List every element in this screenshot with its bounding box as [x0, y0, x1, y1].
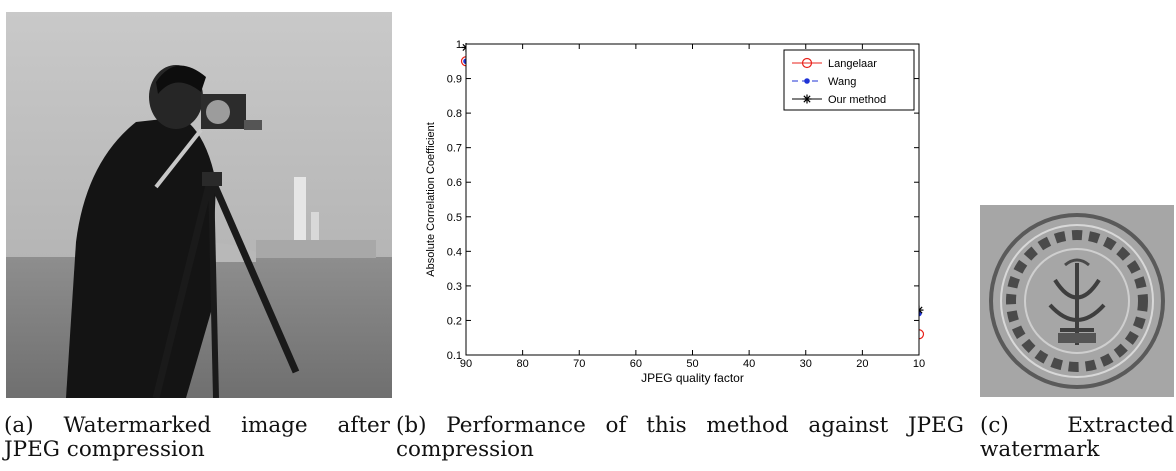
y-tick-label: 0.2 — [447, 315, 462, 327]
x-tick-label: 30 — [800, 358, 812, 370]
x-tick-label: 90 — [460, 358, 472, 370]
caption-c: (c) Extracted watermark — [980, 414, 1174, 462]
caption-b-line-2: compression — [396, 437, 534, 462]
y-axis-label: Absolute Correlation Coefficient — [425, 122, 437, 277]
y-tick-label: 0.4 — [447, 246, 462, 258]
caption-a-line-1: (a) Watermarked image after — [4, 413, 390, 438]
axes: 0.1 0.2 0.3 0.4 0.5 0.6 0.7 0.8 0.9 1 90 80 70 60 50 40… — [425, 39, 925, 385]
x-tick-label: 70 — [573, 358, 585, 370]
x-tick-label: 40 — [743, 358, 755, 370]
y-tick-label: 0.8 — [447, 108, 462, 120]
y-tick-label: 0.3 — [447, 281, 462, 293]
legend-marker — [801, 57, 813, 69]
x-tick-label: 50 — [686, 358, 698, 370]
x-tick-label: 10 — [913, 358, 925, 370]
y-tick-label: 0.1 — [447, 350, 462, 362]
legend-label: Langelaar — [828, 58, 877, 70]
y-tick-label: 0.6 — [447, 177, 462, 189]
legend-marker — [804, 78, 810, 84]
extracted-watermark-image — [980, 205, 1174, 397]
y-tick-label: 0.9 — [447, 74, 462, 86]
caption-a-line-2: JPEG compression — [4, 437, 205, 462]
x-axis-label: JPEG quality factor — [641, 371, 744, 385]
legend-label: Our method — [828, 94, 886, 106]
chart-canvas: 0.1 0.2 0.3 0.4 0.5 0.6 0.7 0.8 0.9 1 90 80 70 60 50 40… — [425, 39, 925, 385]
extracted-watermark-panel — [980, 205, 1174, 397]
y-tick-label: 1 — [456, 39, 462, 51]
x-tick-label: 20 — [856, 358, 868, 370]
y-tick-label: 0.7 — [447, 143, 462, 155]
y-tick-label: 0.5 — [447, 212, 462, 224]
watermarked-photo — [6, 12, 392, 398]
legend-marker — [802, 94, 812, 104]
circular-seal-illustration — [980, 205, 1174, 397]
legend: Langelaar Wang Our method — [783, 49, 915, 111]
x-tick-label: 60 — [630, 358, 642, 370]
x-tick-label: 80 — [517, 358, 529, 370]
caption-c-line-2: watermark — [980, 437, 1100, 462]
caption-b: (b) Performance of this method against JPEG co… — [396, 414, 964, 462]
watermarked-image-panel — [6, 12, 392, 398]
caption-b-line-1: (b) Performance of this method against JPEG — [396, 413, 964, 438]
jpeg-performance-chart: 0.1 0.2 0.3 0.4 0.5 0.6 0.7 0.8 0.9 1 90 80 70 60 50 40… — [420, 30, 925, 395]
cameraman-illustration — [6, 12, 392, 398]
caption-c-line-1: (c) Extracted — [980, 413, 1174, 438]
caption-a: (a) Watermarked image after JPEG compressio… — [4, 414, 390, 462]
legend-label: Wang — [828, 76, 856, 88]
